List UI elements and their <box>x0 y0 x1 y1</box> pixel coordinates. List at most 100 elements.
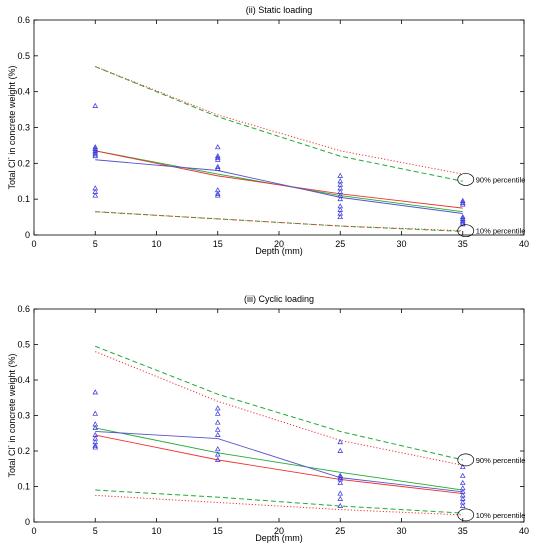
series-line-6-solid <box>95 434 463 495</box>
y-axis-label-main: Total Cl <box>7 159 17 189</box>
y-axis-label: Total Cl- in concrete weight (%) <box>6 66 17 190</box>
data-point-triangle <box>214 451 221 457</box>
data-point-triangle <box>92 442 99 448</box>
series-line-3-dashed <box>95 489 463 514</box>
data-point-triangle <box>459 201 466 207</box>
x-axis-label: Depth (mm) <box>255 533 303 543</box>
y-tick-label: 0.2 <box>17 446 30 456</box>
percentile-annotation: 90% percentile <box>476 175 526 184</box>
x-tick-label: 25 <box>335 239 345 249</box>
data-point-triangle <box>92 192 99 198</box>
x-tick-label: 10 <box>151 239 161 249</box>
series-line-2-dotted <box>95 351 463 466</box>
x-tick-label: 0 <box>31 239 36 249</box>
data-point-triangle <box>214 192 221 198</box>
data-point-triangle <box>214 410 221 416</box>
data-point-triangle <box>214 144 221 150</box>
data-point-triangle <box>92 410 99 416</box>
data-point-triangle <box>214 431 221 437</box>
data-point-triangle <box>214 156 221 162</box>
data-point-triangle <box>214 446 221 452</box>
percentile-marker-ellipse <box>457 508 475 522</box>
y-tick-label: 0 <box>25 517 30 527</box>
x-tick-label: 30 <box>396 526 406 536</box>
series-line-2-dotted <box>95 66 463 175</box>
data-point-triangle <box>337 438 344 445</box>
data-point-triangle <box>459 479 466 485</box>
y-tick-label: 0.4 <box>17 87 30 97</box>
y-axis-label-main: Total Cl <box>7 447 17 477</box>
data-point-triangle <box>337 474 344 480</box>
data-point-triangle <box>337 495 344 501</box>
series-line-1-dashed <box>95 345 463 461</box>
y-axis-label-superscript: - <box>6 444 13 447</box>
x-tick-label: 20 <box>274 239 284 249</box>
y-tick-label: 0.6 <box>17 15 30 25</box>
x-tick-label: 5 <box>93 526 98 536</box>
data-point-triangle <box>459 221 466 227</box>
data-point-triangle <box>214 426 221 432</box>
x-tick-label: 25 <box>335 526 345 536</box>
series-line-1-dashed <box>95 66 463 182</box>
y-tick-label: 0.1 <box>17 194 30 204</box>
data-point-triangle <box>214 165 221 171</box>
plot-area <box>33 19 525 236</box>
y-tick-label: 0.3 <box>17 411 30 421</box>
data-point-triangle <box>459 219 466 225</box>
x-tick-label: 40 <box>519 526 529 536</box>
data-point-triangle <box>92 102 99 108</box>
x-axis-label: Depth (mm) <box>255 246 303 256</box>
y-tick-label: 0.6 <box>17 304 30 314</box>
data-point-triangle <box>337 447 344 453</box>
percentile-annotation: 90% percentile <box>476 456 526 465</box>
data-point-triangle <box>92 389 99 395</box>
y-tick-label: 0.2 <box>17 158 30 168</box>
x-tick-label: 20 <box>274 526 284 536</box>
x-tick-label: 35 <box>458 526 468 536</box>
chart-panel-2: 0 5 10 15 20 25 30 35 40 0 0.1 0.2 0.3 0.4 0.5 0.6 (iii)… <box>6 294 529 543</box>
data-point-triangle <box>337 172 344 178</box>
data-point-triangle <box>92 444 99 450</box>
data-point-triangle <box>337 490 344 496</box>
data-point-triangle <box>92 151 99 157</box>
x-tick-label: 5 <box>93 239 98 249</box>
y-tick-label: 0.4 <box>17 375 30 385</box>
series-line-5-solid <box>95 427 463 491</box>
data-point-triangle <box>337 196 344 202</box>
y-tick-label: 0.1 <box>17 482 30 492</box>
data-point-triangle <box>214 405 221 411</box>
x-tick-label: 10 <box>151 526 161 536</box>
data-point-triangle <box>459 472 466 478</box>
percentile-marker-ellipse <box>457 224 475 238</box>
percentile-annotation: 10% percentile <box>476 227 526 236</box>
data-point-triangle <box>214 419 221 425</box>
y-tick-label: 0.5 <box>17 340 30 350</box>
x-tick-label: 15 <box>213 239 223 249</box>
y-tick-label: 0 <box>25 230 30 240</box>
data-point-triangle <box>214 456 221 462</box>
series-line-7-solid <box>95 431 463 493</box>
x-tick-label: 30 <box>396 239 406 249</box>
percentile-marker-ellipse <box>457 173 475 186</box>
data-point-triangle <box>214 190 221 196</box>
y-tick-label: 0.3 <box>17 123 30 133</box>
data-point-triangle <box>92 424 99 430</box>
chart-title: (iii) Cyclic loading <box>244 294 314 304</box>
chart-title: (ii) Static loading <box>246 5 313 15</box>
y-axis-label-rest: in concrete weight (%) <box>7 66 17 158</box>
data-point-triangle <box>459 199 466 205</box>
data-point-triangle <box>459 502 466 508</box>
x-tick-label: 35 <box>458 239 468 249</box>
data-point-triangle <box>214 154 221 160</box>
data-point-triangle <box>337 479 344 485</box>
data-point-triangle <box>214 163 221 169</box>
y-axis-label-superscript: - <box>6 156 13 159</box>
percentile-marker-ellipse <box>457 453 475 467</box>
y-axis-label: Total Cl- in concrete weight (%) <box>6 354 17 478</box>
series-line-3-dashed <box>95 211 463 232</box>
data-point-triangle <box>92 153 99 159</box>
y-axis-label-rest: in concrete weight (%) <box>7 354 17 446</box>
data-point-triangle <box>337 502 344 508</box>
x-tick-label: 15 <box>213 526 223 536</box>
